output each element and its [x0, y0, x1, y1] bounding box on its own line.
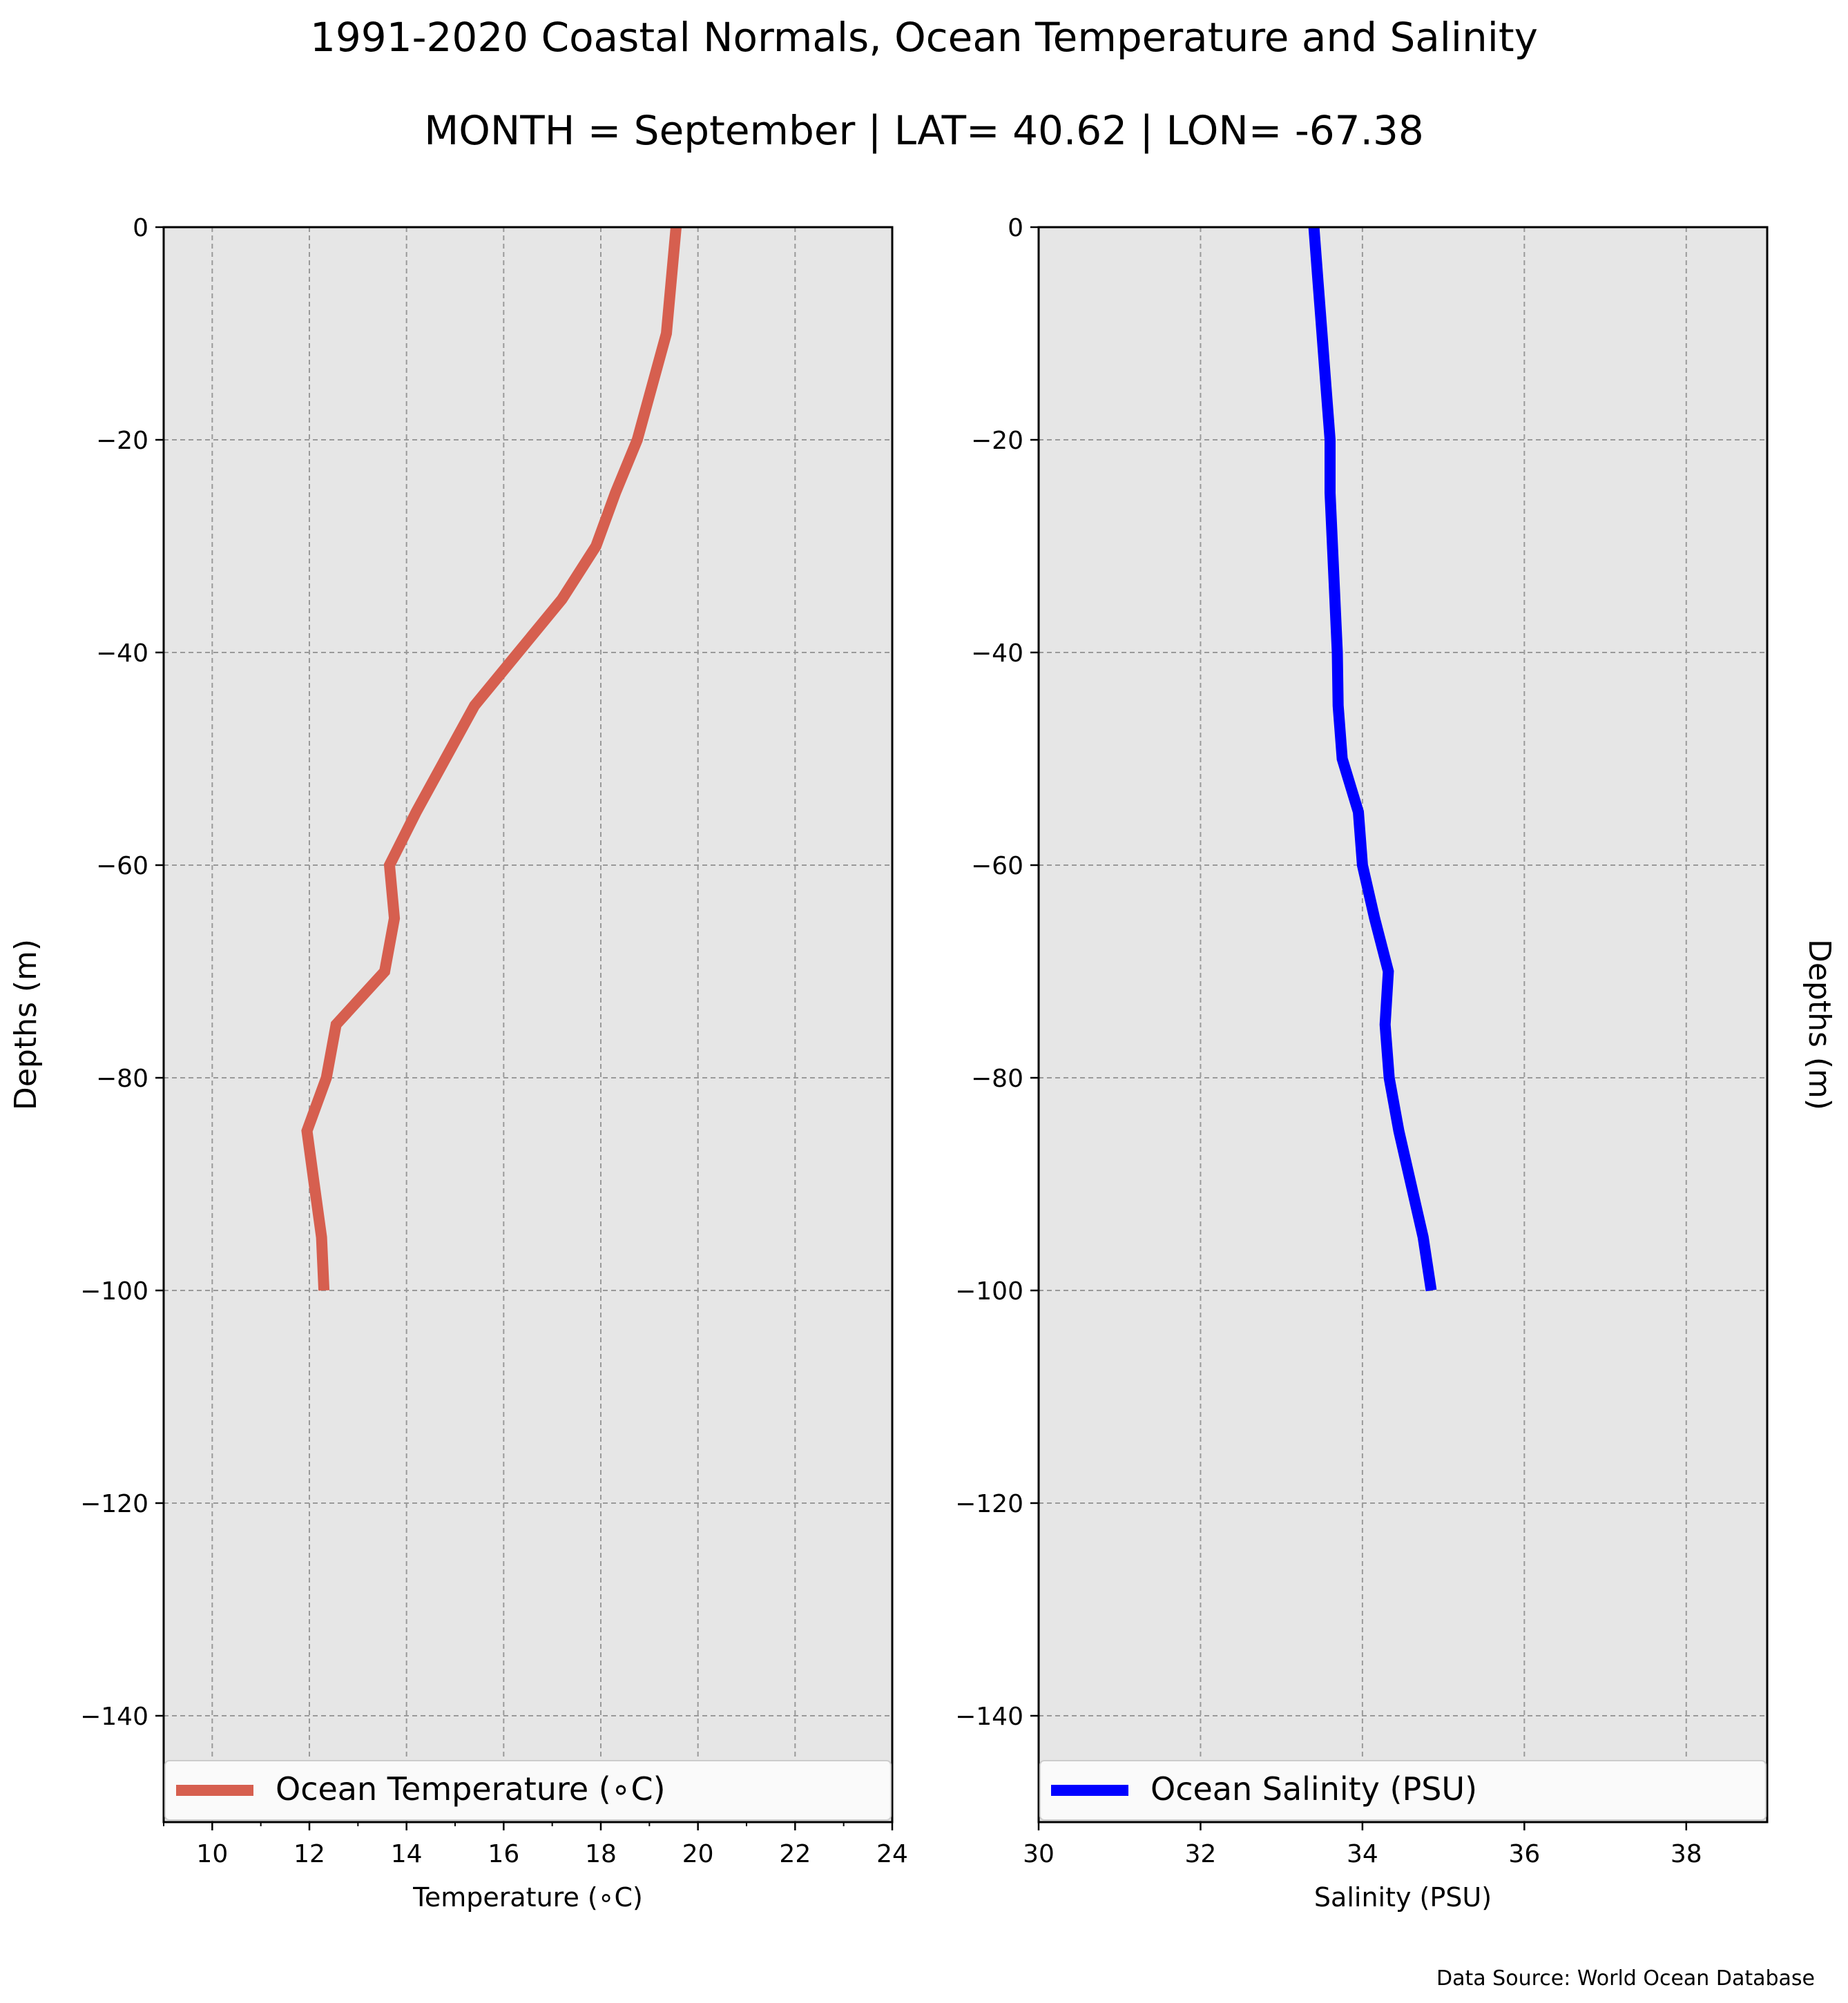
temp-y-tick-label: −80: [96, 1065, 148, 1093]
sal-y-axis-label: Depths (m): [1802, 939, 1837, 1110]
sal-x-tick-label: 36: [1508, 1840, 1540, 1868]
sal-y-tick-label: −60: [971, 852, 1023, 880]
temp-x-tick-label: 10: [196, 1840, 228, 1868]
sal-legend-label: Ocean Salinity (PSU): [1151, 1770, 1477, 1808]
sal-x-tick-label: 32: [1185, 1840, 1217, 1868]
temp-axes-frame: [162, 226, 894, 1823]
sal-x-axis-label: Salinity (PSU): [1314, 1882, 1492, 1913]
temp-panel: 10 12 14 16 18 20 22 24 0 −20 −40 −60 −80 −100 −120 −14…: [8, 214, 908, 1913]
sal-legend-box: [1039, 1760, 1767, 1821]
temp-x-tick-label: 22: [779, 1840, 811, 1868]
temp-y-tick-label: −40: [96, 639, 148, 668]
temp-x-tick-label: 16: [488, 1840, 519, 1868]
sal-y-tick-label: 0: [1008, 214, 1023, 242]
sal-y-tick-label: −80: [971, 1065, 1023, 1093]
temp-series-line: [301, 226, 682, 1291]
figure-title: 1991-2020 Coastal Normals, Ocean Tempera…: [310, 14, 1538, 61]
sal-axes-frame: [1037, 226, 1769, 1823]
temp-x-tick-label: 14: [391, 1840, 423, 1868]
sal-series-line: [1308, 226, 1437, 1292]
figure-subtitle: MONTH = September | LAT= 40.62 | LON= -6…: [424, 107, 1424, 154]
data-source-note: Data Source: World Ocean Database: [1436, 1966, 1815, 1991]
temp-x-axis-label: Temperature (∘C): [412, 1882, 643, 1913]
sal-y-tick-label: −100: [955, 1277, 1023, 1306]
temp-legend-box: [164, 1760, 892, 1821]
temp-y-tick-label: −60: [96, 852, 148, 880]
temp-y-tick-label: −20: [96, 427, 148, 455]
temp-x-tick-label: 18: [585, 1840, 617, 1868]
temp-y-tick-label: −120: [80, 1490, 148, 1518]
temp-y-axis-label: Depths (m): [8, 939, 44, 1110]
temp-x-tick-label: 24: [876, 1840, 908, 1868]
temp-legend-label: Ocean Temperature (∘C): [276, 1770, 666, 1808]
temp-legend: Ocean Temperature (∘C): [164, 1760, 892, 1821]
sal-x-tick-label: 30: [1023, 1840, 1055, 1868]
sal-y-tick-label: −20: [971, 427, 1023, 455]
sal-y-tick-label: −120: [955, 1490, 1023, 1518]
sal-y-tick-label: −140: [955, 1703, 1023, 1731]
sal-panel: 30 32 34 36 38 0 −20 −40 −60 −80 −100 −120 −140 Salin…: [955, 214, 1837, 1913]
sal-plot-area: [1039, 227, 1767, 1822]
sal-legend: Ocean Salinity (PSU): [1039, 1760, 1767, 1821]
sal-x-tick-label: 34: [1347, 1840, 1378, 1868]
sal-y-tick-label: −40: [971, 639, 1023, 668]
sal-x-tick-label: 38: [1671, 1840, 1702, 1868]
temp-x-tick-label: 20: [682, 1840, 714, 1868]
temp-x-tick-label: 12: [293, 1840, 325, 1868]
temp-y-tick-label: 0: [133, 214, 148, 242]
temp-plot-area: [164, 227, 892, 1822]
temp-y-tick-label: −140: [80, 1703, 148, 1731]
temp-y-tick-label: −100: [80, 1277, 148, 1306]
